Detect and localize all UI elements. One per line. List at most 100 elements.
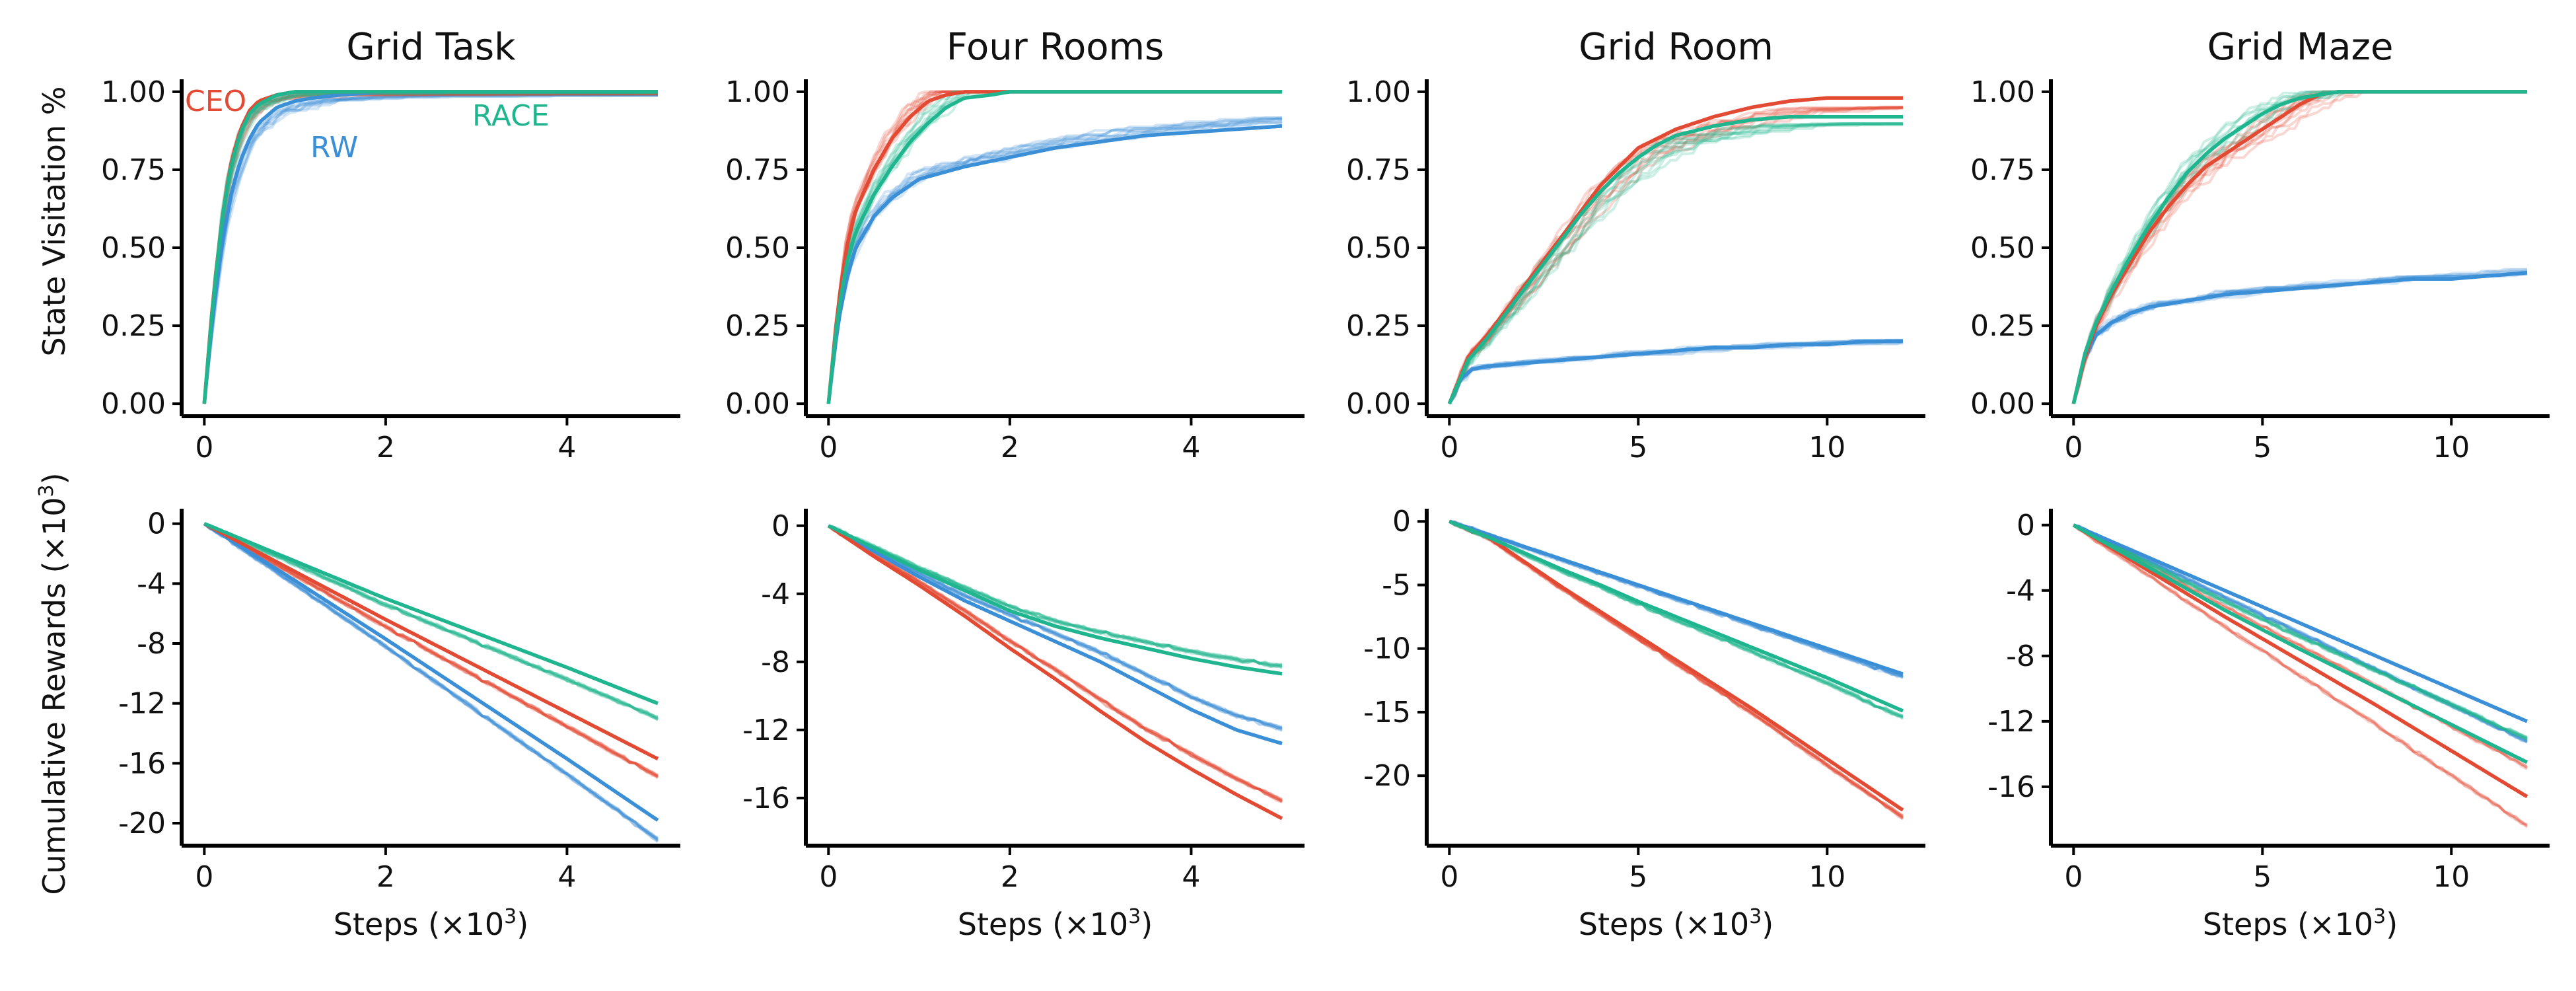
x-tick-label: 0 <box>1440 431 1458 464</box>
y-tick-label: -8 <box>137 627 166 661</box>
y-tick-label: 0.25 <box>1970 309 2035 343</box>
seed-line-race <box>2073 523 2528 742</box>
seed-line-ceo <box>828 524 1283 803</box>
seed-line-rw <box>827 117 1282 404</box>
seed-line-rw <box>203 522 659 844</box>
seed-line-race <box>203 522 659 719</box>
xlabel-steps: Steps (×103) <box>334 905 528 942</box>
xlabel-steps: Steps (×103) <box>1579 905 1773 942</box>
y-tick-label: -12 <box>742 714 790 747</box>
seed-line-rw <box>2073 524 2528 743</box>
seed-line-race <box>1448 122 1903 405</box>
mean-line-race <box>202 90 658 404</box>
x-tick-label: 2 <box>376 860 395 894</box>
mean-line-rw <box>202 90 658 404</box>
seed-line-ceo <box>203 92 658 404</box>
seed-line-rw <box>828 525 1283 729</box>
seed-line-ceo <box>827 525 1283 801</box>
seed-line-ceo <box>828 525 1283 803</box>
seed-line-rw <box>2072 272 2527 404</box>
x-tick-label: 5 <box>2253 860 2272 894</box>
y-tick-label: -12 <box>118 687 166 721</box>
seed-line-race <box>2073 523 2528 740</box>
seed-line-ceo <box>2073 524 2528 828</box>
mean-line-ceo <box>202 90 658 404</box>
y-tick-label: 0.75 <box>725 153 790 187</box>
seed-line-ceo <box>1448 106 1903 405</box>
seed-line-rw <box>2073 523 2528 743</box>
seed-line-rw <box>203 522 659 840</box>
seed-line-ceo <box>1448 106 1903 404</box>
seed-line-race <box>203 91 658 404</box>
seed-line-ceo <box>203 522 659 778</box>
seed-line-ceo <box>203 523 659 778</box>
seed-line-ceo <box>203 92 658 404</box>
seed-line-race <box>203 91 658 404</box>
seed-line-race <box>1448 122 1903 405</box>
y-tick-label: 1.00 <box>1970 75 2035 109</box>
x-tick-label: 5 <box>1629 860 1647 894</box>
seed-line-rw <box>2073 523 2528 744</box>
seed-line-rw <box>2072 271 2527 404</box>
seed-line-rw <box>203 93 658 404</box>
seed-runs-race <box>203 91 659 404</box>
seed-line-rw <box>828 524 1283 731</box>
y-tick-label: -10 <box>1363 632 1411 666</box>
x-tick-label: 10 <box>1808 860 1845 894</box>
x-tick-label: 5 <box>2253 431 2272 464</box>
y-tick-label: -15 <box>1363 696 1411 729</box>
seed-line-rw <box>203 523 659 840</box>
y-tick-label: -16 <box>742 782 790 815</box>
panel-1: Grid Task 0.00 0.25 0.50 0.75 1.00 0 2 4 <box>101 26 680 464</box>
mean-line-ceo <box>1447 96 1903 405</box>
seed-line-rw <box>203 522 659 842</box>
seed-line-rw <box>2072 272 2528 404</box>
seed-line-ceo <box>2073 524 2528 769</box>
seed-line-rw <box>828 524 1283 728</box>
y-tick-label: 0 <box>2017 509 2035 542</box>
seed-runs-ceo <box>1449 520 1904 821</box>
x-tick-label: 2 <box>376 431 395 464</box>
y-tick-label: 0.00 <box>725 387 790 421</box>
seed-line-ceo <box>203 522 659 778</box>
seed-line-ceo <box>828 525 1283 802</box>
seed-line-ceo <box>203 92 658 404</box>
seed-line-race <box>828 525 1283 668</box>
mean-line-ceo <box>1449 519 1904 812</box>
seed-line-rw <box>827 116 1282 404</box>
seed-line-rw <box>2073 523 2528 743</box>
seed-line-race <box>828 524 1283 669</box>
seed-line-rw <box>203 93 658 404</box>
y-tick-label: 0.50 <box>1970 231 2035 265</box>
seed-line-ceo <box>203 522 659 780</box>
legend-race: RACE <box>472 99 550 133</box>
x-tick-label: 0 <box>195 860 213 894</box>
x-tick-label: 4 <box>1182 860 1200 894</box>
y-tick-label: 0.00 <box>1970 387 2035 421</box>
x-tick-label: 0 <box>195 431 213 464</box>
y-tick-label: -8 <box>761 645 790 679</box>
seed-line-rw <box>2072 269 2528 404</box>
seed-line-race <box>2073 523 2528 740</box>
x-tick-label: 10 <box>2433 431 2470 464</box>
seed-line-race <box>828 524 1283 667</box>
y-tick-label: -16 <box>1987 770 2035 804</box>
seed-line-race <box>828 525 1283 668</box>
seed-line-rw <box>203 94 658 404</box>
seed-runs-rw <box>2073 523 2528 744</box>
y-tick-label: -16 <box>118 747 166 780</box>
seed-line-rw <box>203 522 659 842</box>
mean-line-ceo <box>203 522 659 760</box>
panel-8: 0 -4 -8 -12 -16 0 5 10 Steps (×103) <box>1987 509 2550 942</box>
y-tick-label: -4 <box>761 577 790 611</box>
seed-line-rw <box>203 93 658 404</box>
seed-runs-rw <box>203 93 658 404</box>
seed-line-ceo <box>203 92 658 404</box>
seed-line-rw <box>2072 270 2527 404</box>
seed-line-rw <box>2072 272 2527 404</box>
seed-runs-ceo <box>203 92 658 404</box>
seed-line-race <box>828 524 1283 669</box>
x-tick-label: 4 <box>557 860 576 894</box>
seed-line-race <box>828 524 1283 669</box>
seed-runs-race <box>203 522 659 721</box>
